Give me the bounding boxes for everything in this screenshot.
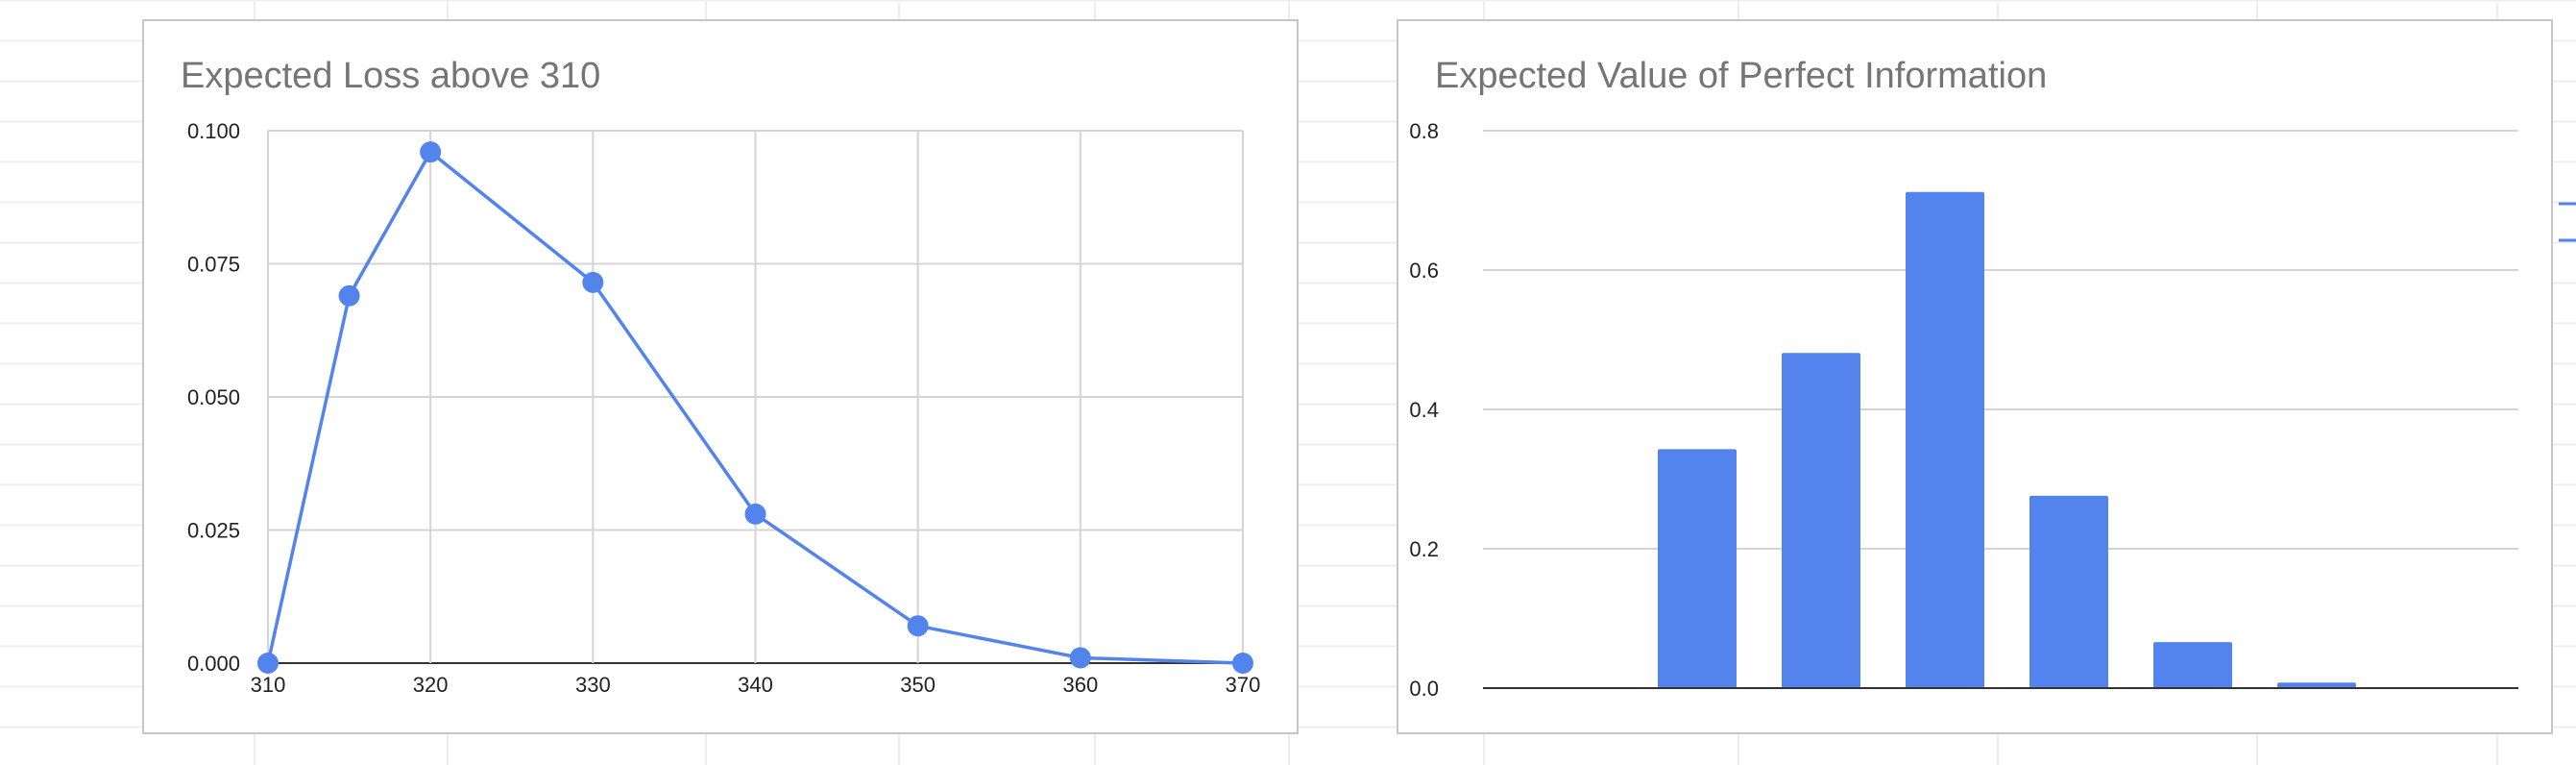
x-tick-label: 340 <box>738 673 773 697</box>
x-tick-label: 310 <box>251 673 286 697</box>
offscreen-chart-edge <box>2559 202 2576 242</box>
y-tick-label: 0.075 <box>187 253 240 277</box>
bar <box>1658 449 1737 688</box>
x-tick-label: 330 <box>575 673 611 697</box>
y-tick-label: 0.025 <box>187 519 240 543</box>
y-tick-label: 0.4 <box>1409 398 1439 422</box>
bar <box>2153 642 2232 688</box>
y-tick-label: 0.0 <box>1409 677 1439 701</box>
bar <box>1906 191 1984 689</box>
data-point <box>907 615 929 637</box>
data-point <box>1232 653 1253 674</box>
x-tick-label: 320 <box>413 673 449 697</box>
y-tick-label: 0.6 <box>1409 259 1439 283</box>
x-tick-label: 350 <box>900 673 936 697</box>
bar <box>2277 682 2356 688</box>
x-tick-label: 370 <box>1226 673 1261 697</box>
chart-title: Expected Value of Perfect Information <box>1435 56 2048 96</box>
data-point <box>744 503 766 525</box>
series-line <box>266 150 1244 665</box>
chart-title: Expected Loss above 310 <box>181 56 601 96</box>
y-tick-label: 0.000 <box>187 652 240 676</box>
bar-chart-plot: 0.0 0.2 0.4 0.6 0.8 <box>1409 119 2518 701</box>
y-tick-label: 0.8 <box>1409 119 1439 143</box>
bar <box>1782 353 1860 688</box>
y-tick-label: 0.100 <box>187 119 240 143</box>
data-point <box>1069 647 1091 669</box>
data-point <box>257 653 279 674</box>
line-chart-plot: 0.000 0.025 0.050 0.075 0.100 310 320 330 340 350… <box>187 119 1261 697</box>
x-tick-label: 360 <box>1062 673 1098 697</box>
expected-loss-chart[interactable]: Expected Loss above 310 0.000 0.025 0.050 0… <box>142 19 1299 734</box>
data-point <box>420 141 442 163</box>
data-point <box>582 271 604 293</box>
y-tick-label: 0.050 <box>187 385 240 409</box>
y-tick-label: 0.2 <box>1409 537 1439 561</box>
data-point <box>338 284 360 307</box>
bar <box>2029 495 2108 688</box>
evpi-chart[interactable]: Expected Value of Perfect Information 0.… <box>1397 19 2553 734</box>
